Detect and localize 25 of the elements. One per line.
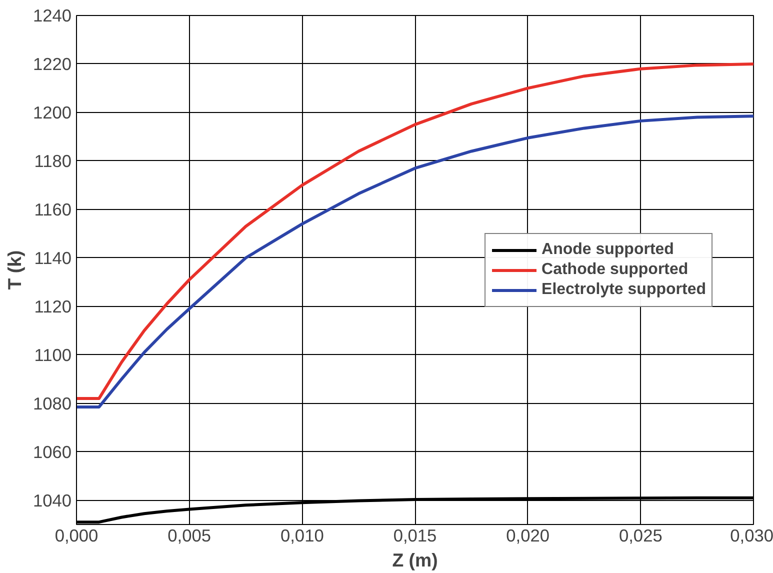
y-tick-label: 1060 [32,442,72,462]
legend-label: Cathode supported [542,260,688,278]
x-axis-title: Z (m) [392,550,438,570]
x-tick-label: 0,020 [506,526,550,546]
y-tick-label: 1180 [34,150,72,171]
x-tick-label: 0,015 [393,526,437,546]
y-tick-label: 1100 [34,344,72,365]
x-tick-label: 0,000 [54,526,98,546]
y-tick-label: 1200 [32,102,72,122]
y-axis-title: T (k) [4,250,25,290]
y-tick-label: 1240 [32,6,72,26]
x-tick-label: 0,010 [280,526,324,546]
y-tick-label: 1160 [34,199,72,220]
y-tick-label: 1040 [32,490,72,510]
x-tick-label: 0,005 [168,526,212,546]
x-tick-label: 0,025 [618,526,662,546]
y-tick-label: 1120 [34,296,72,316]
legend-label: Anode supported [542,240,674,258]
y-tick-label: 1140 [34,248,72,268]
line-series [76,62,754,400]
y-tick-label: 1220 [32,54,72,74]
y-tick-label: 1080 [32,393,72,414]
line-series [76,114,754,408]
x-tick-label: 0,030 [730,526,773,546]
legend-label: Electrolyte supported [542,280,706,298]
